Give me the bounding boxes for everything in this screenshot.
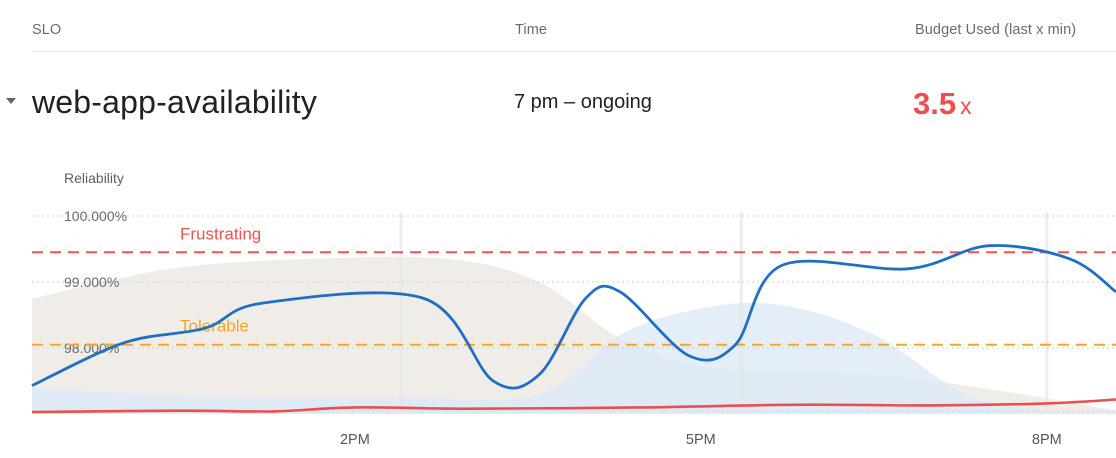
chart-y-axis-title: Reliability (64, 170, 124, 186)
column-header-slo: SLO (32, 22, 62, 38)
y-tick-label-0: 100.000% (64, 208, 127, 224)
time-range: 7 pm – ongoing (514, 91, 652, 113)
budget-used-value: 3.5 (913, 86, 957, 121)
threshold-label-tolerable: Tolerable (180, 317, 249, 336)
background-band-blue (32, 302, 1116, 414)
x-tick-label-1: 5PM (686, 432, 716, 448)
budget-used-unit: x (960, 93, 972, 119)
header-divider (32, 51, 1116, 52)
series-line-reliability (31, 244, 1116, 390)
x-tick-label-2: 8PM (1032, 432, 1062, 448)
column-header-budget: Budget Used (last x min) (915, 22, 1077, 38)
series-line-burn (31, 398, 1116, 414)
budget-used: 3.5 x (913, 86, 972, 122)
column-header-time: Time (515, 22, 548, 38)
collapse-caret-icon[interactable] (6, 98, 16, 104)
y-tick-label-1: 99.000% (64, 274, 119, 290)
x-tick-label-0: 2PM (340, 432, 370, 448)
threshold-label-frustrating: Frustrating (180, 224, 261, 243)
slo-name[interactable]: web-app-availability (32, 84, 318, 120)
